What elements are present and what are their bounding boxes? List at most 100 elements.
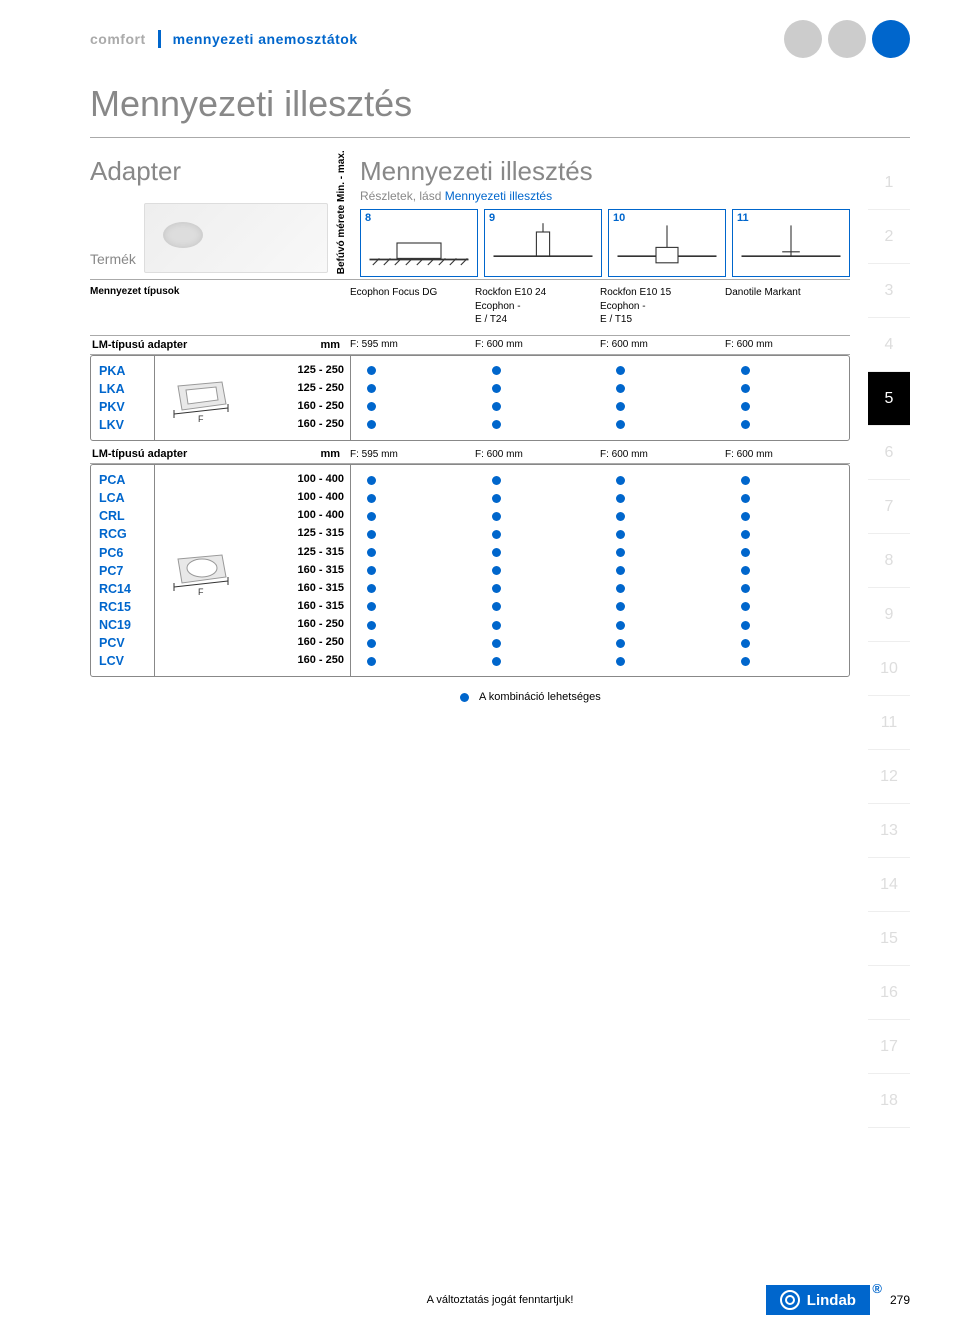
compat-cell [600, 566, 725, 575]
subtitle-prefix: Részletek, lásd [360, 189, 441, 203]
compat-cell [476, 420, 601, 429]
category-text: mennyezeti anemosztátok [173, 31, 358, 47]
bullet-icon [741, 512, 750, 521]
adapter-header-row: LM-típusú adapter mm F: 595 mmF: 600 mmF… [90, 445, 850, 463]
size-range: 100 - 400 [245, 472, 344, 488]
size-range: 125 - 315 [245, 526, 344, 542]
legend-bullet-icon [460, 693, 469, 702]
bullet-icon [741, 384, 750, 393]
dot-icon [872, 20, 910, 58]
size-range: 160 - 250 [245, 653, 344, 669]
compat-cell [600, 384, 725, 393]
ceiling-type: Rockfon E10 15Ecophon -E / T15 [600, 286, 725, 327]
adapter-diagram: F [155, 465, 245, 676]
section-nav-item[interactable]: 6 [868, 426, 910, 480]
section-nav-item[interactable]: 2 [868, 210, 910, 264]
section-nav-item[interactable]: 12 [868, 750, 910, 804]
size-range: 160 - 250 [245, 617, 344, 633]
compat-cell [476, 384, 601, 393]
compat-cell [600, 548, 725, 557]
compat-cell [476, 639, 601, 648]
section-nav-item[interactable]: 17 [868, 1020, 910, 1074]
section-nav-item[interactable]: 9 [868, 588, 910, 642]
compat-cell [476, 476, 601, 485]
section-nav-item[interactable]: 18 [868, 1074, 910, 1128]
section-nav-item[interactable]: 5 [868, 372, 910, 426]
compat-cell [476, 621, 601, 630]
bullet-icon [367, 584, 376, 593]
section-nav-item[interactable]: 11 [868, 696, 910, 750]
f-value: F: 595 mm [350, 449, 475, 460]
ceiling-diagram: 10 [608, 209, 726, 277]
compat-cell [600, 621, 725, 630]
bullet-icon [492, 494, 501, 503]
bullet-icon [367, 530, 376, 539]
bullet-icon [741, 530, 750, 539]
compat-cell [725, 530, 850, 539]
inlet-size-label: Befúvó mérete Min. - max. [337, 262, 348, 274]
bullet-icon [492, 657, 501, 666]
bullet-icon [616, 384, 625, 393]
product-code: LCV [99, 652, 154, 670]
compat-cell [600, 402, 725, 411]
product-code: LKA [99, 380, 154, 398]
product-code: LCA [99, 489, 154, 507]
bullet-icon [741, 548, 750, 557]
adapter-type-label: LM-típusú adapter [90, 448, 286, 460]
section-nav-item[interactable]: 14 [868, 858, 910, 912]
adapter-title: Adapter [90, 156, 350, 187]
compat-cell [600, 476, 725, 485]
product-code: LKV [99, 416, 154, 434]
compat-cell [600, 639, 725, 648]
header-dots [784, 20, 910, 58]
footer-disclaimer: A változtatás jogát fenntartjuk! [427, 1294, 574, 1306]
compat-cell [725, 476, 850, 485]
termek-label: Termék [90, 251, 136, 273]
product-code: CRL [99, 507, 154, 525]
compat-cell [351, 566, 476, 575]
section-nav-item[interactable]: 15 [868, 912, 910, 966]
f-value: F: 600 mm [600, 339, 725, 350]
compat-cell [351, 476, 476, 485]
compat-cell [725, 548, 850, 557]
bullet-icon [616, 366, 625, 375]
section-nav-item[interactable]: 7 [868, 480, 910, 534]
section-nav-item[interactable]: 10 [868, 642, 910, 696]
compat-cell [351, 420, 476, 429]
section-nav-item[interactable]: 3 [868, 264, 910, 318]
subtitle-link[interactable]: Mennyezeti illesztés [445, 189, 552, 203]
size-range: 160 - 250 [245, 399, 344, 415]
compat-cell [351, 602, 476, 611]
brand-text: comfort [90, 31, 146, 47]
page-footer: A változtatás jogát fenntartjuk! Lindab … [90, 1285, 910, 1315]
section-nav-item[interactable]: 16 [868, 966, 910, 1020]
section-nav-item[interactable]: 8 [868, 534, 910, 588]
bullet-icon [492, 384, 501, 393]
section-nav-item[interactable]: 13 [868, 804, 910, 858]
section-nav-item[interactable]: 1 [868, 156, 910, 210]
bullet-icon [492, 530, 501, 539]
ceiling-subtitle: Részletek, lásd Mennyezeti illesztés [360, 189, 850, 203]
compat-cell [725, 512, 850, 521]
bullet-icon [492, 476, 501, 485]
compat-cell [600, 512, 725, 521]
product-code: PC6 [99, 544, 154, 562]
svg-text:F: F [198, 587, 204, 597]
bullet-icon [741, 584, 750, 593]
bullet-icon [741, 420, 750, 429]
mm-label: mm [286, 339, 350, 351]
compat-cell [725, 657, 850, 666]
compat-cell [725, 494, 850, 503]
compat-cell [351, 639, 476, 648]
compat-cell [351, 548, 476, 557]
product-code: PKA [99, 362, 154, 380]
bullet-icon [492, 621, 501, 630]
compat-cell [351, 494, 476, 503]
compat-cell [725, 384, 850, 393]
compat-cell [725, 420, 850, 429]
section-nav-item[interactable]: 4 [868, 318, 910, 372]
size-range: 160 - 315 [245, 563, 344, 579]
section-nav: 123456789101112131415161718 [868, 156, 910, 1128]
bullet-icon [492, 602, 501, 611]
ceiling-types-label: Mennyezet típusok [90, 286, 350, 297]
